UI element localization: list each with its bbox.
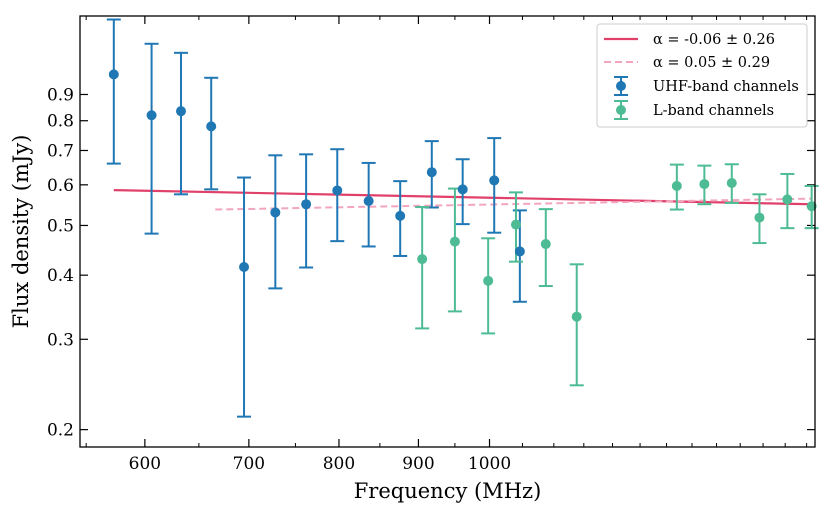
lband-point — [483, 276, 493, 286]
lband-point — [754, 213, 764, 223]
uhf-point — [515, 246, 525, 256]
y-tick-label: 0.3 — [47, 330, 74, 350]
legend-point — [616, 105, 626, 115]
uhf-point — [364, 196, 374, 206]
x-tick-label: 800 — [323, 454, 355, 474]
legend-fit-dashed-label: α = 0.05 ± 0.29 — [653, 55, 770, 71]
uhf-point — [206, 121, 216, 131]
uhf-point — [427, 167, 437, 177]
x-tick-label: 700 — [233, 454, 265, 474]
x-tick-label: 900 — [402, 454, 434, 474]
y-tick-label: 0.5 — [47, 216, 74, 236]
y-tick-label: 0.2 — [47, 421, 74, 441]
y-tick-label: 0.8 — [47, 112, 74, 132]
lband-point — [699, 179, 709, 189]
y-tick-label: 0.4 — [47, 266, 74, 286]
y-tick-label: 0.9 — [47, 85, 74, 105]
lband-point — [541, 239, 551, 249]
lband-point — [782, 194, 792, 204]
legend-point — [616, 81, 626, 91]
uhf-point — [301, 199, 311, 209]
uhf-point — [147, 110, 157, 120]
y-tick-label: 0.6 — [47, 176, 74, 196]
lband-point — [417, 254, 427, 264]
lband-point — [450, 237, 460, 247]
uhf-point — [270, 207, 280, 217]
lband-point — [572, 312, 582, 322]
x-axis-label: Frequency (MHz) — [354, 479, 542, 503]
lband-point — [672, 181, 682, 191]
uhf-point — [332, 185, 342, 195]
uhf-point — [176, 106, 186, 116]
lband-point — [511, 220, 521, 230]
legend: α = -0.06 ± 0.26 α = 0.05 ± 0.29 UHF-ban… — [597, 24, 807, 127]
uhf-point — [489, 175, 499, 185]
x-tick-label: 600 — [129, 454, 161, 474]
y-axis-label: Flux density (mJy) — [9, 135, 33, 329]
flux-density-chart: 600 700 800 900 1000 0.2 0.3 0.4 0.5 0.6 0.7 0.8 0.9… — [0, 0, 830, 519]
x-tick-label: 1000 — [468, 454, 511, 474]
lband-point — [727, 178, 737, 188]
uhf-point — [239, 262, 249, 272]
y-tick-label: 0.7 — [47, 141, 74, 161]
uhf-point — [395, 211, 405, 221]
legend-lband-label: L-band channels — [653, 103, 774, 119]
legend-uhf-label: UHF-band channels — [653, 79, 799, 95]
uhf-point — [458, 184, 468, 194]
uhf-point — [109, 69, 119, 79]
legend-fit-solid-label: α = -0.06 ± 0.26 — [653, 32, 775, 48]
